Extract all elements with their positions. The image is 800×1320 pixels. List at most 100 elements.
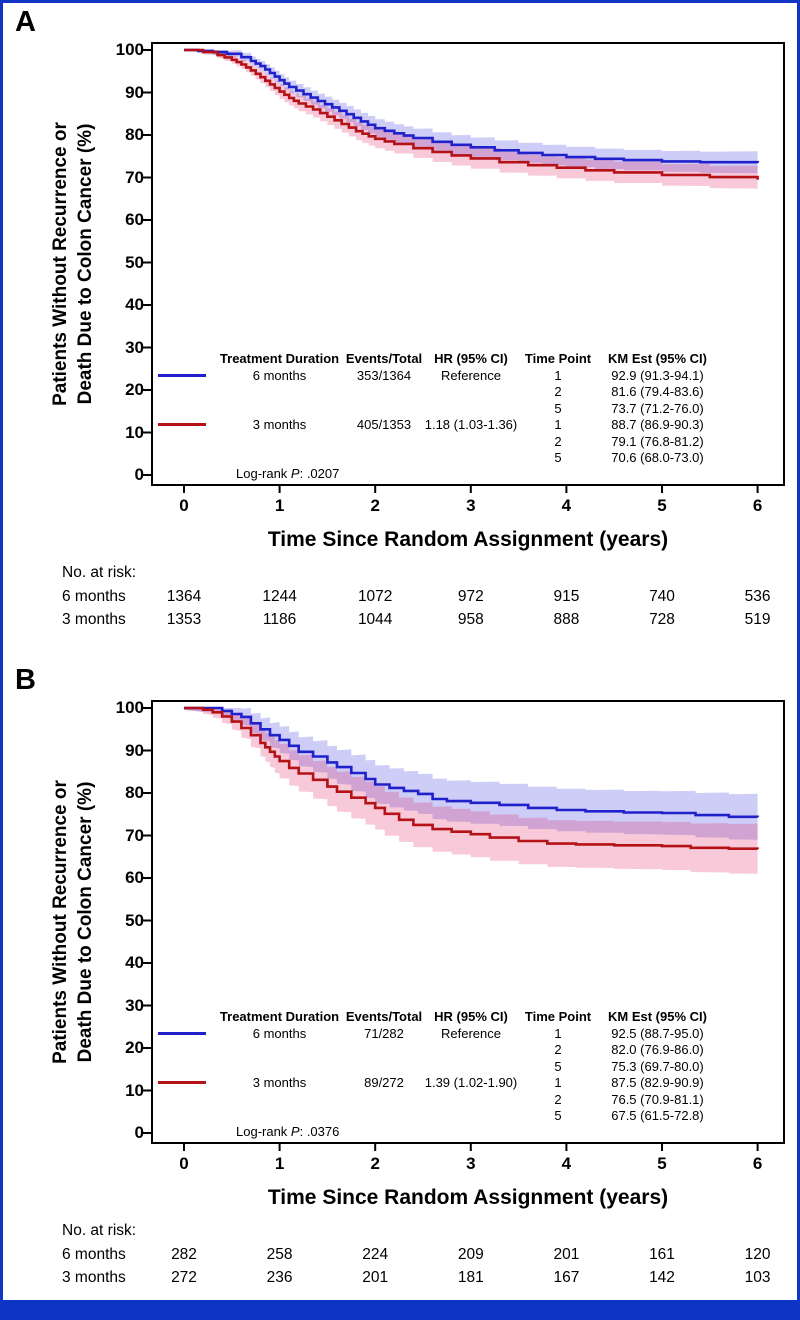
panel-b: B Patients Without Recurrence or Death D… — [0, 658, 800, 1314]
y-tick-label: 0 — [134, 465, 144, 484]
legend-cell-events: 89/272 — [364, 1075, 404, 1090]
y-tick-label: 20 — [125, 380, 144, 399]
y-tick-label: 100 — [115, 40, 144, 59]
y-tick-label: 60 — [125, 210, 144, 229]
x-tick-label: 4 — [561, 496, 572, 515]
x-tick-label: 0 — [179, 496, 189, 515]
logrank-prefix: Log-rank — [236, 1124, 291, 1139]
at-risk-count: 224 — [362, 1246, 389, 1263]
plot-box — [151, 700, 785, 1144]
x-tick-label: 1 — [274, 496, 285, 515]
km-curve-6-months — [184, 48, 759, 164]
legend-row: 5 67.5 (61.5-72.8) — [0, 1107, 800, 1124]
km-legend: Treatment Duration Events/Total HR (95% … — [0, 658, 800, 1158]
legend-cell-timepoint: 2 — [554, 1042, 562, 1057]
km-legend: Treatment Duration Events/Total HR (95% … — [0, 0, 800, 500]
logrank-value: : .0207 — [299, 466, 340, 481]
km-curve-3-months — [184, 48, 759, 180]
legend-cell-duration: 3 months — [252, 417, 307, 432]
x-tick-label: 5 — [657, 496, 667, 515]
logrank-p: P — [290, 1124, 300, 1139]
legend-cell-timepoint: 5 — [554, 1108, 562, 1123]
x-tick-label: 6 — [752, 1154, 763, 1173]
legend-header-hr: HR (95% CI) — [434, 1009, 508, 1024]
legend-cell-km: 73.7 (71.2-76.0) — [611, 400, 704, 416]
at-risk-count: 972 — [457, 588, 484, 605]
x-tick-label: 2 — [370, 496, 380, 515]
legend-header-events: Events/Total — [345, 351, 423, 366]
legend-cell-timepoint: 5 — [554, 450, 562, 465]
at-risk-count: 536 — [744, 588, 771, 605]
at-risk-row-label: 6 months — [62, 588, 126, 605]
legend-row: 2 79.1 (76.8-81.2) — [0, 433, 800, 450]
x-tick-label: 3 — [466, 496, 476, 515]
at-risk-count: 915 — [553, 588, 580, 605]
legend-cell-hr: Reference — [441, 367, 501, 383]
legend-cell-timepoint: 5 — [554, 1058, 562, 1074]
at-risk-count: 120 — [744, 1246, 771, 1263]
legend-header-hr: HR (95% CI) — [434, 351, 508, 366]
logrank-value: : .0376 — [299, 1124, 340, 1139]
at-risk-count: 888 — [553, 611, 580, 628]
bottom-bar — [0, 1300, 800, 1320]
at-risk-count: 201 — [362, 1269, 389, 1286]
x-tick-label: 1 — [274, 1154, 285, 1173]
legend-header-events: Events/Total — [345, 1009, 423, 1024]
legend-cell-events: 353/1364 — [356, 367, 412, 383]
legend-cell-timepoint: 2 — [554, 1091, 562, 1107]
legend-cell-km: 75.3 (69.7-80.0) — [611, 1058, 704, 1074]
legend-cell-hr: 1.39 (1.02-1.90) — [424, 1075, 518, 1090]
at-risk-count: 1044 — [357, 611, 393, 628]
y-tick-label: 90 — [125, 82, 144, 102]
legend-cell-timepoint: 2 — [554, 433, 562, 449]
y-tick-label: 90 — [125, 740, 144, 760]
x-tick-label: 5 — [657, 1154, 667, 1173]
panel-label-a: A — [15, 6, 36, 38]
legend-line-6-months — [158, 1031, 206, 1035]
legend-header-row: Treatment Duration Events/Total HR (95% … — [0, 350, 800, 367]
legend-cell-km: 81.6 (79.4-83.6) — [611, 384, 704, 399]
x-tick-label: 3 — [466, 1154, 476, 1173]
ci-band-6-months — [184, 708, 758, 841]
y-tick-label: 70 — [125, 825, 144, 845]
at-risk-count: 1244 — [262, 588, 297, 605]
legend-cell-timepoint: 2 — [554, 384, 562, 399]
legend-cell-timepoint: 1 — [554, 417, 562, 432]
legend-row: 2 81.6 (79.4-83.6) — [0, 383, 800, 400]
at-risk-count: 282 — [171, 1246, 197, 1263]
legend-cell-km: 67.5 (61.5-72.8) — [611, 1108, 704, 1123]
x-tick-label: 4 — [561, 1154, 572, 1173]
legend-header-km: KM Est (95% CI) — [608, 351, 707, 366]
x-axis-title: Time Since Random Assignment (years) — [267, 528, 669, 551]
legend-row: 5 75.3 (69.7-80.0) — [0, 1058, 800, 1075]
logrank-p: P — [290, 466, 300, 481]
legend-header-timepoint: Time Point — [524, 351, 592, 366]
legend-header-duration: Treatment Duration — [219, 1009, 340, 1024]
legend-cell-km: 76.5 (70.9-81.1) — [611, 1091, 704, 1107]
at-risk-count: 258 — [266, 1246, 293, 1263]
y-tick-label: 10 — [125, 1080, 144, 1100]
legend-row: 2 82.0 (76.9-86.0) — [0, 1041, 800, 1058]
legend-cell-duration: 6 months — [252, 367, 307, 383]
legend-row: 5 70.6 (68.0-73.0) — [0, 449, 800, 466]
legend-row: 3 months 89/272 1.39 (1.02-1.90) 1 87.5 … — [0, 1074, 800, 1091]
at-risk-count: 167 — [553, 1269, 580, 1286]
legend-row: 3 months 405/1353 1.18 (1.03-1.36) 1 88.… — [0, 416, 800, 433]
at-risk-row-label: 3 months — [62, 611, 126, 628]
at-risk-count: 142 — [649, 1269, 675, 1286]
plot-box — [151, 42, 785, 486]
legend-header-duration: Treatment Duration — [219, 351, 340, 366]
legend-cell-hr: Reference — [441, 1025, 501, 1041]
legend-cell-duration: 6 months — [252, 1025, 307, 1041]
legend-row: 2 76.5 (70.9-81.1) — [0, 1091, 800, 1108]
panel-label-b: B — [15, 664, 36, 696]
at-risk-count: 1072 — [357, 588, 393, 605]
at-risk-count: 740 — [649, 588, 675, 605]
legend-cell-timepoint: 1 — [554, 1075, 562, 1090]
y-tick-label: 40 — [125, 953, 144, 972]
at-risk-count: 181 — [457, 1269, 484, 1286]
km-plot-svg — [143, 700, 785, 1151]
panel-a: A Patients Without Recurrence or Death D… — [0, 0, 800, 656]
legend-cell-km: 92.5 (88.7-95.0) — [611, 1025, 704, 1041]
at-risk-row-label: 6 months — [62, 1246, 126, 1263]
